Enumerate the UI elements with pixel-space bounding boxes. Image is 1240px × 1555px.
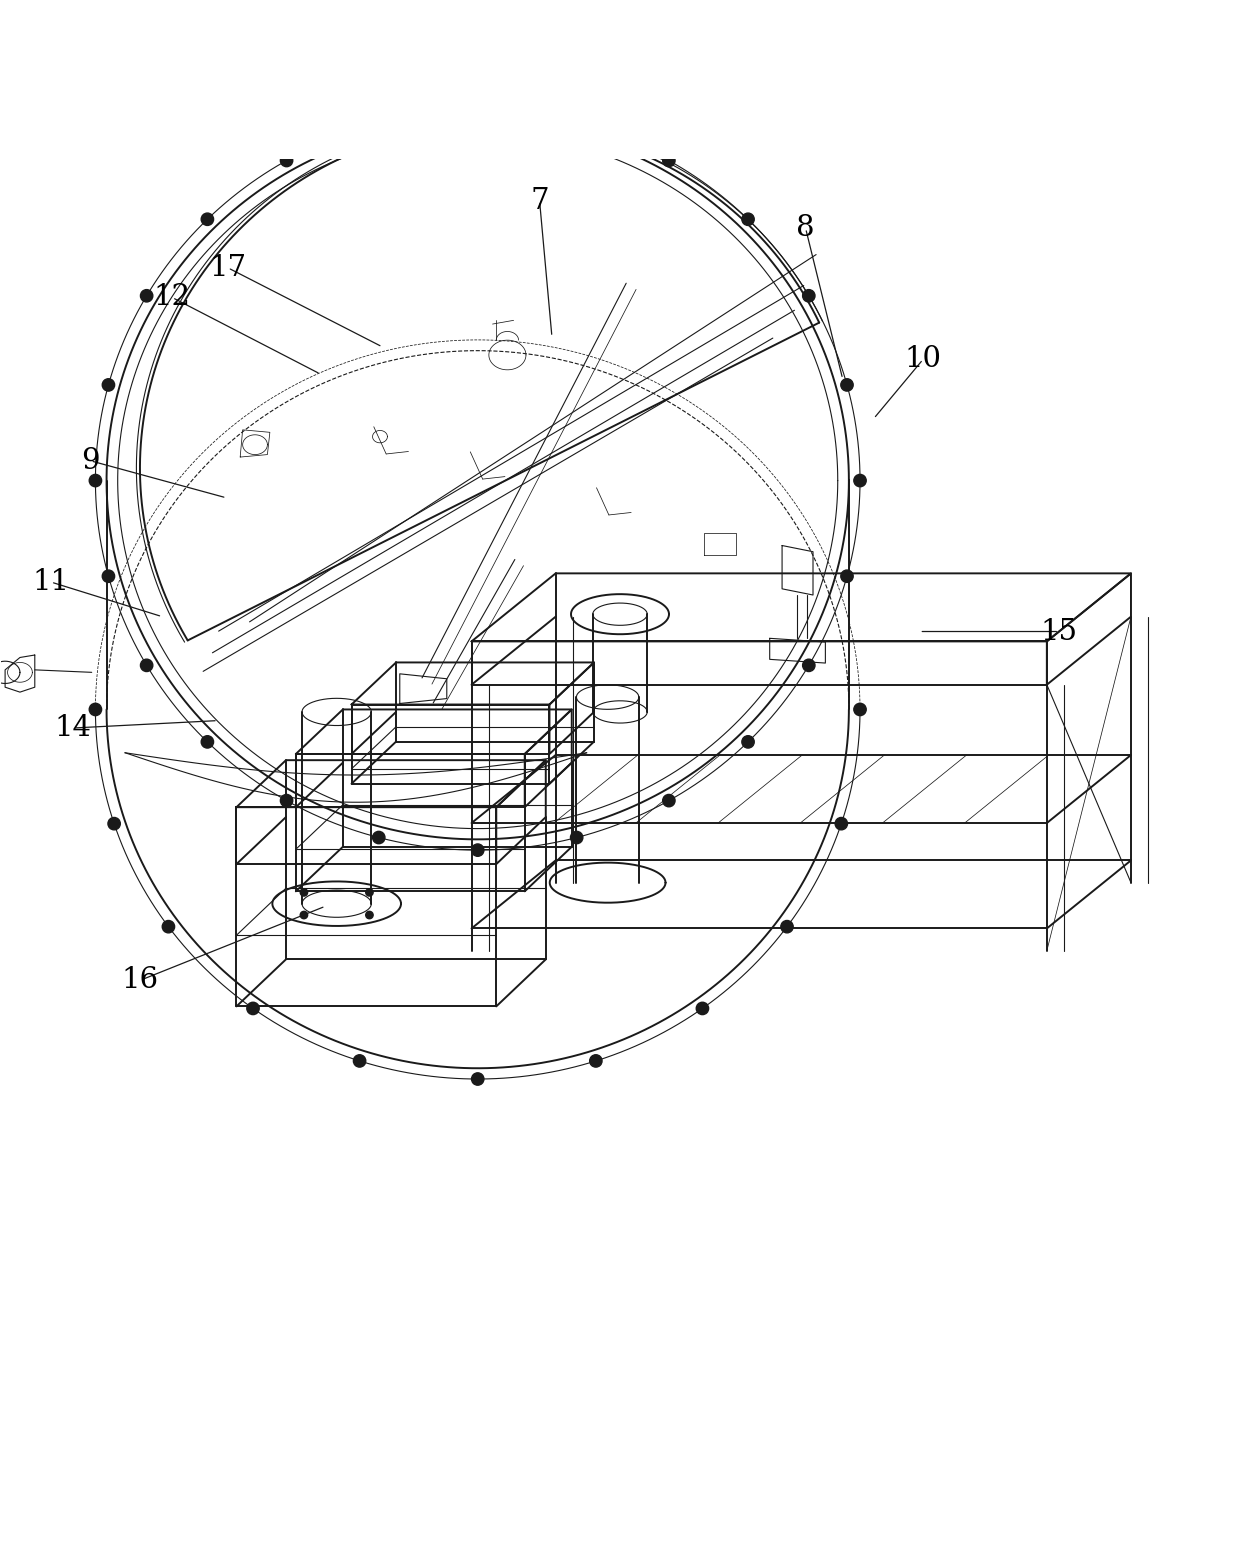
- Circle shape: [108, 818, 120, 830]
- Circle shape: [280, 795, 293, 807]
- Text: 8: 8: [796, 215, 815, 243]
- Circle shape: [366, 888, 373, 896]
- Circle shape: [300, 888, 308, 896]
- Circle shape: [353, 1054, 366, 1067]
- Circle shape: [841, 379, 853, 392]
- Circle shape: [89, 474, 102, 487]
- Circle shape: [280, 154, 293, 166]
- Circle shape: [89, 703, 102, 715]
- Text: 14: 14: [55, 714, 92, 742]
- Circle shape: [570, 118, 583, 129]
- Circle shape: [781, 921, 794, 933]
- Circle shape: [366, 911, 373, 919]
- Circle shape: [835, 818, 847, 830]
- Text: 10: 10: [905, 345, 941, 373]
- Circle shape: [102, 571, 114, 583]
- Circle shape: [300, 911, 308, 919]
- Circle shape: [201, 213, 213, 225]
- Circle shape: [162, 921, 175, 933]
- Circle shape: [590, 1054, 603, 1067]
- Text: 17: 17: [210, 253, 247, 281]
- Text: 15: 15: [1040, 617, 1078, 645]
- Circle shape: [570, 832, 583, 844]
- Circle shape: [841, 571, 853, 583]
- Circle shape: [742, 213, 754, 225]
- Circle shape: [662, 154, 675, 166]
- Circle shape: [471, 844, 484, 857]
- Circle shape: [247, 1003, 259, 1014]
- Circle shape: [854, 474, 867, 487]
- Text: 7: 7: [531, 187, 549, 215]
- Circle shape: [372, 832, 384, 844]
- Circle shape: [201, 736, 213, 748]
- Text: 9: 9: [81, 446, 99, 474]
- Text: 11: 11: [32, 568, 69, 596]
- Circle shape: [662, 795, 675, 807]
- Circle shape: [372, 118, 384, 129]
- Text: 12: 12: [154, 283, 191, 311]
- Circle shape: [854, 703, 867, 715]
- Text: 16: 16: [122, 966, 159, 994]
- Circle shape: [102, 379, 114, 392]
- Circle shape: [802, 289, 815, 302]
- Circle shape: [802, 659, 815, 672]
- Circle shape: [471, 104, 484, 117]
- Circle shape: [140, 659, 153, 672]
- Circle shape: [140, 289, 153, 302]
- Circle shape: [471, 1073, 484, 1085]
- Circle shape: [742, 736, 754, 748]
- Circle shape: [696, 1003, 708, 1014]
